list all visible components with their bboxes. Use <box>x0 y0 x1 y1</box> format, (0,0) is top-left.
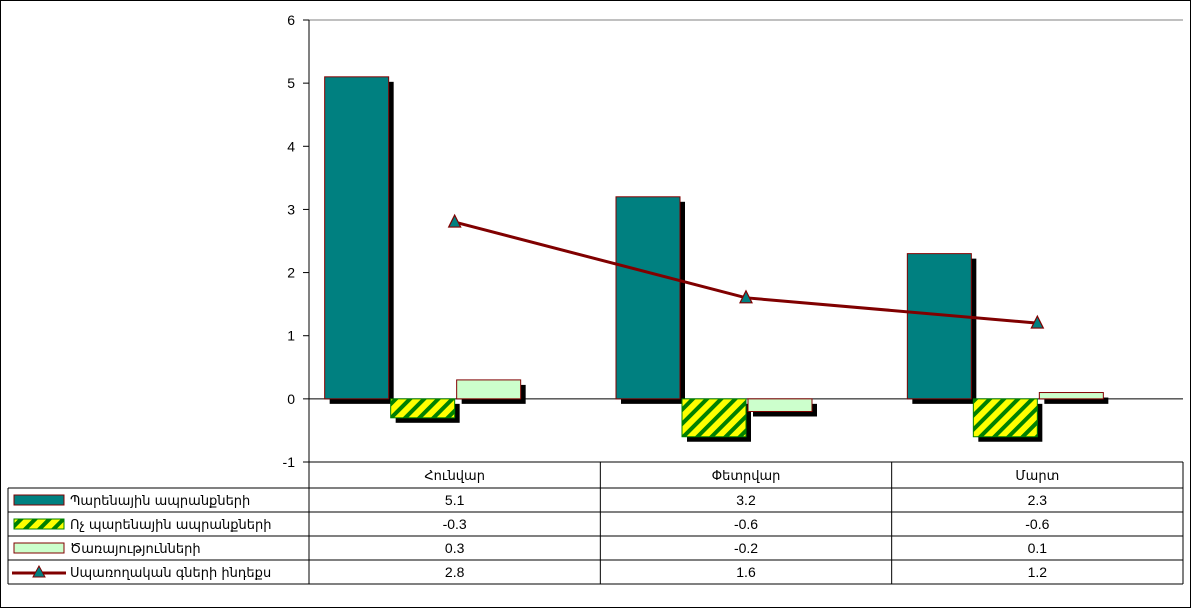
gridlines <box>309 19 1183 400</box>
y-tick-label: 5 <box>287 75 295 91</box>
legend-label: Ծառայությունների <box>70 542 201 557</box>
bar-1-1 <box>324 76 390 400</box>
bar-3-2 <box>747 398 813 412</box>
cpi-point-3 <box>1030 314 1045 329</box>
table-cell: 5.1 <box>445 492 465 508</box>
legend-swatch <box>13 518 65 530</box>
legend-swatch-marker <box>32 564 46 578</box>
y-tick-label: 6 <box>287 12 295 28</box>
y-tick-label: 4 <box>287 138 295 154</box>
y-tick-label: 3 <box>287 201 295 217</box>
table-cell: 0.3 <box>445 540 465 556</box>
bars <box>324 76 1109 442</box>
bar-3-3 <box>1038 392 1104 400</box>
legend-swatch <box>13 494 65 506</box>
table-cell: 2.8 <box>445 564 465 580</box>
category-label: Մարտ <box>1015 469 1059 484</box>
y-tick-label: 2 <box>287 265 295 281</box>
y-tick-label: 0 <box>287 391 295 407</box>
legend-label: Պարենային ապրանքների <box>70 494 250 509</box>
table-cell: 1.2 <box>1028 564 1048 580</box>
bar-3-1 <box>456 379 522 400</box>
bar-1-3 <box>906 253 972 400</box>
table-cell: -0.3 <box>443 516 467 532</box>
legend-label: Ոչ պարենային ապրանքների <box>70 518 271 533</box>
bar-2-3 <box>972 398 1038 438</box>
table-cell: 2.3 <box>1028 492 1048 508</box>
bar-2-1 <box>390 398 456 419</box>
data-table: Հունվար Փետրվար Մարտ Պարենային ապրանքների 5.… <box>7 461 1184 585</box>
y-axis: -1 0 1 2 3 4 5 6 <box>283 12 310 470</box>
table-cell: -0.2 <box>734 540 758 556</box>
table-cell: 0.1 <box>1028 540 1048 556</box>
cpi-line <box>447 213 1045 329</box>
table-cell: 1.6 <box>736 564 756 580</box>
cpi-point-2 <box>739 289 753 304</box>
bar-2-2 <box>681 398 747 438</box>
table-cell: -0.6 <box>734 516 758 532</box>
legend-label: Սպառողական գների ինդեքս <box>70 566 271 581</box>
category-label: Հունվար <box>424 469 485 484</box>
category-label: Փետրվար <box>712 469 781 484</box>
bar-shadow <box>1044 397 1109 404</box>
y-tick-label: -1 <box>283 454 296 470</box>
legend-swatch <box>13 542 65 554</box>
y-tick-label: 1 <box>287 328 295 344</box>
cpi-point-1 <box>447 213 462 228</box>
table-cell: 3.2 <box>736 492 756 508</box>
bar-1-2 <box>615 196 681 400</box>
table-cell: -0.6 <box>1025 516 1049 532</box>
